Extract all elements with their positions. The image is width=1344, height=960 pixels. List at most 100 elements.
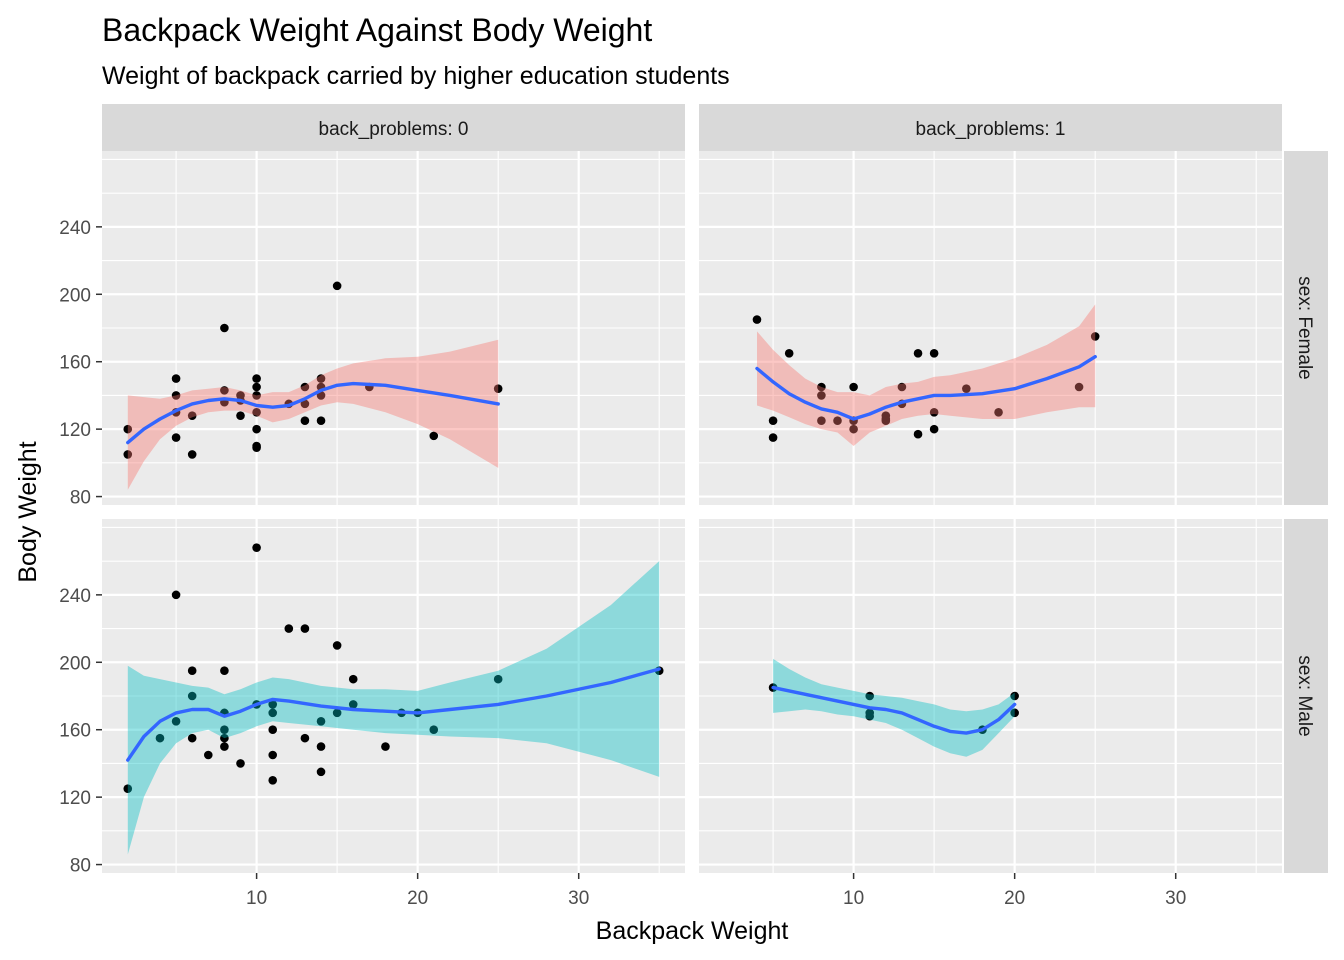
data-point xyxy=(171,374,181,383)
data-point xyxy=(929,424,939,434)
data-point xyxy=(123,784,133,794)
facet-strip-row-1 xyxy=(1284,519,1328,873)
data-point xyxy=(252,407,261,417)
data-point xyxy=(1074,382,1084,392)
data-point xyxy=(962,384,971,393)
data-point xyxy=(252,382,261,392)
data-point xyxy=(316,767,326,777)
chart-subtitle: Weight of backpack carried by higher edu… xyxy=(102,62,730,90)
data-point xyxy=(252,443,261,452)
data-point xyxy=(316,716,326,726)
data-point xyxy=(768,433,778,442)
y-tick-label: 80 xyxy=(70,856,91,877)
data-point xyxy=(300,382,310,392)
data-point xyxy=(332,641,342,650)
panel-r1-c1 xyxy=(699,519,1282,873)
data-point xyxy=(220,323,229,333)
data-point xyxy=(768,416,778,426)
data-point xyxy=(171,433,181,442)
panel-data-r1-c1 xyxy=(768,658,1019,757)
data-point xyxy=(913,348,923,358)
panel-data-r0-c1 xyxy=(752,304,1100,446)
confidence-band xyxy=(757,304,1096,446)
data-point xyxy=(913,429,923,439)
facet-strip-row-0 xyxy=(1284,151,1328,505)
data-point xyxy=(332,281,342,291)
data-point xyxy=(316,742,326,751)
data-point xyxy=(123,424,133,434)
data-point xyxy=(268,725,278,735)
data-point xyxy=(929,348,939,358)
panel-r1-c0 xyxy=(102,519,685,873)
data-point xyxy=(171,391,181,400)
data-point xyxy=(187,733,197,743)
smooth-line xyxy=(126,381,500,445)
panel-r0-c1 xyxy=(699,151,1282,505)
data-point xyxy=(252,391,261,400)
data-point xyxy=(252,374,261,383)
data-point xyxy=(220,733,229,743)
data-point xyxy=(252,424,261,434)
data-point xyxy=(171,590,181,600)
data-point xyxy=(881,416,891,426)
data-point xyxy=(220,725,229,735)
facet-strip-col-0 xyxy=(102,104,685,151)
data-point xyxy=(849,382,858,392)
panel-data-r1-c0 xyxy=(123,543,664,855)
data-point xyxy=(752,315,762,324)
facet-strip-col-1 xyxy=(699,104,1282,151)
data-point xyxy=(123,450,133,459)
facet-label-row-1: sex: Male xyxy=(1294,655,1315,736)
y-tick-label: 80 xyxy=(70,488,91,509)
data-point xyxy=(897,382,907,392)
smooth-line xyxy=(755,355,1097,421)
data-point xyxy=(236,759,245,768)
data-point xyxy=(220,666,229,676)
data-point xyxy=(187,666,197,676)
data-point xyxy=(817,391,826,400)
data-point xyxy=(220,386,229,395)
x-tick-label: 10 xyxy=(246,888,267,909)
data-point xyxy=(817,382,826,392)
y-tick-label: 240 xyxy=(59,218,91,239)
data-point xyxy=(332,708,342,718)
y-tick-label: 160 xyxy=(59,353,91,374)
data-point xyxy=(316,374,326,383)
data-point xyxy=(833,416,842,426)
data-point xyxy=(300,624,310,633)
x-axis-title: Backpack Weight xyxy=(596,917,789,945)
panel-r0-c0 xyxy=(102,151,685,505)
x-tick-label: 30 xyxy=(1165,888,1186,909)
data-point xyxy=(187,411,197,420)
x-tick-label: 20 xyxy=(1004,888,1025,909)
data-point xyxy=(300,399,310,409)
data-point xyxy=(1090,332,1100,341)
data-point xyxy=(268,700,278,709)
data-point xyxy=(300,733,310,743)
data-point xyxy=(784,348,794,358)
y-tick-label: 120 xyxy=(59,788,91,809)
data-point xyxy=(865,691,875,701)
data-point xyxy=(300,416,310,426)
y-tick-label: 200 xyxy=(59,653,91,674)
data-point xyxy=(268,750,278,760)
y-axis-title: Body Weight xyxy=(14,441,42,582)
data-point xyxy=(220,742,229,751)
data-point xyxy=(994,407,1003,417)
data-point xyxy=(348,700,358,709)
data-point xyxy=(865,711,875,721)
data-point xyxy=(1010,691,1019,701)
data-point xyxy=(849,424,858,434)
facet-panels: back_problems: 0 back_problems: 1 sex: Fem… xyxy=(59,104,1328,909)
confidence-band xyxy=(127,339,499,490)
chart-title: Backpack Weight Against Body Weight xyxy=(102,12,652,48)
y-tick-label: 200 xyxy=(59,285,91,306)
data-point xyxy=(171,716,181,726)
data-point xyxy=(929,407,939,417)
data-point xyxy=(493,674,503,684)
panel-data-r0-c0 xyxy=(123,281,503,490)
data-point xyxy=(817,416,826,426)
smooth-line xyxy=(126,667,661,762)
data-point xyxy=(348,674,358,684)
